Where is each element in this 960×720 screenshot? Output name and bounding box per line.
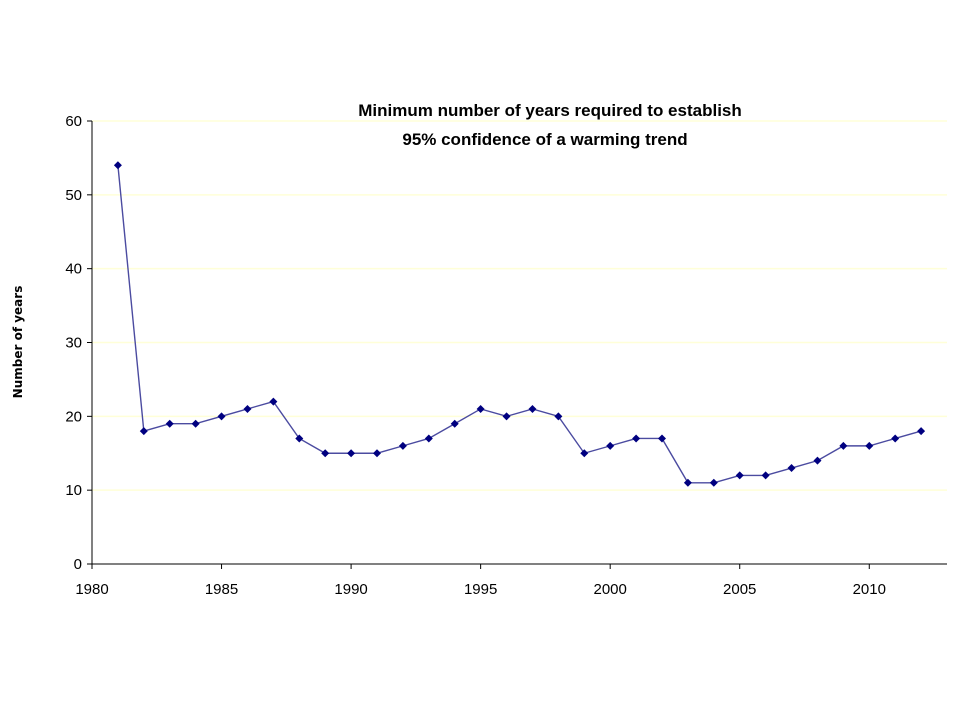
data-point-1993 [424, 434, 433, 443]
y-tick-label: 0 [74, 556, 82, 573]
x-tick-label: 1995 [464, 581, 497, 598]
axes [87, 120, 947, 569]
data-point-1984 [191, 419, 200, 428]
x-tick-label: 1985 [205, 581, 238, 598]
y-tick-label: 20 [65, 408, 82, 425]
data-point-1988 [295, 434, 304, 443]
data-point-1990 [347, 449, 356, 458]
data-point-2005 [735, 471, 744, 480]
y-axis-label: Number of years [11, 286, 25, 399]
data-point-1987 [269, 397, 278, 406]
data-point-2011 [891, 434, 900, 443]
data-point-2012 [917, 427, 926, 436]
x-tick-label: 2005 [723, 581, 756, 598]
x-tick-label: 2000 [593, 581, 626, 598]
data-point-2004 [709, 478, 718, 487]
y-tick-label: 30 [65, 335, 82, 352]
x-tick-label: 1980 [75, 581, 108, 598]
x-tick-label: 1990 [334, 581, 367, 598]
data-point-1986 [243, 404, 252, 413]
data-point-2007 [787, 464, 796, 473]
data-point-1983 [165, 419, 174, 428]
y-tick-label: 40 [65, 261, 82, 278]
data-point-2002 [658, 434, 666, 443]
data-point-1994 [450, 419, 459, 428]
data-point-1982 [139, 427, 148, 436]
data-point-1991 [373, 449, 381, 458]
y-tick-label: 10 [65, 482, 82, 499]
data-point-2001 [632, 434, 641, 443]
data-point-1996 [502, 412, 511, 421]
data-point-2000 [606, 441, 615, 450]
tick-labels: 0 10 20 30 40 50 60 1980 1985 1990 1995 2000 2005 201… [65, 113, 886, 598]
data-point-1981 [113, 161, 122, 170]
chart-title-line-1: Minimum number of years required to esta… [358, 101, 742, 120]
chart-title: Minimum number of years required to esta… [358, 101, 742, 149]
chart-title-line-2: 95% confidence of a warming trend [402, 130, 687, 149]
series-group [113, 161, 926, 487]
data-point-1998 [554, 412, 563, 421]
data-point-2006 [761, 471, 770, 480]
data-point-2010 [865, 441, 874, 450]
data-point-1995 [476, 404, 485, 413]
x-tick-label: 2010 [853, 581, 886, 598]
y-tick-label: 60 [65, 113, 82, 130]
series-line [117, 165, 922, 484]
y-tick-label: 50 [65, 187, 82, 204]
data-point-1989 [321, 449, 330, 458]
gridlines [92, 120, 947, 491]
data-point-1999 [580, 449, 589, 458]
data-point-1997 [528, 404, 537, 413]
data-point-2003 [683, 478, 692, 487]
data-point-1992 [398, 441, 407, 450]
data-point-1985 [217, 412, 226, 421]
data-point-2009 [839, 441, 848, 450]
data-point-2008 [813, 456, 822, 465]
